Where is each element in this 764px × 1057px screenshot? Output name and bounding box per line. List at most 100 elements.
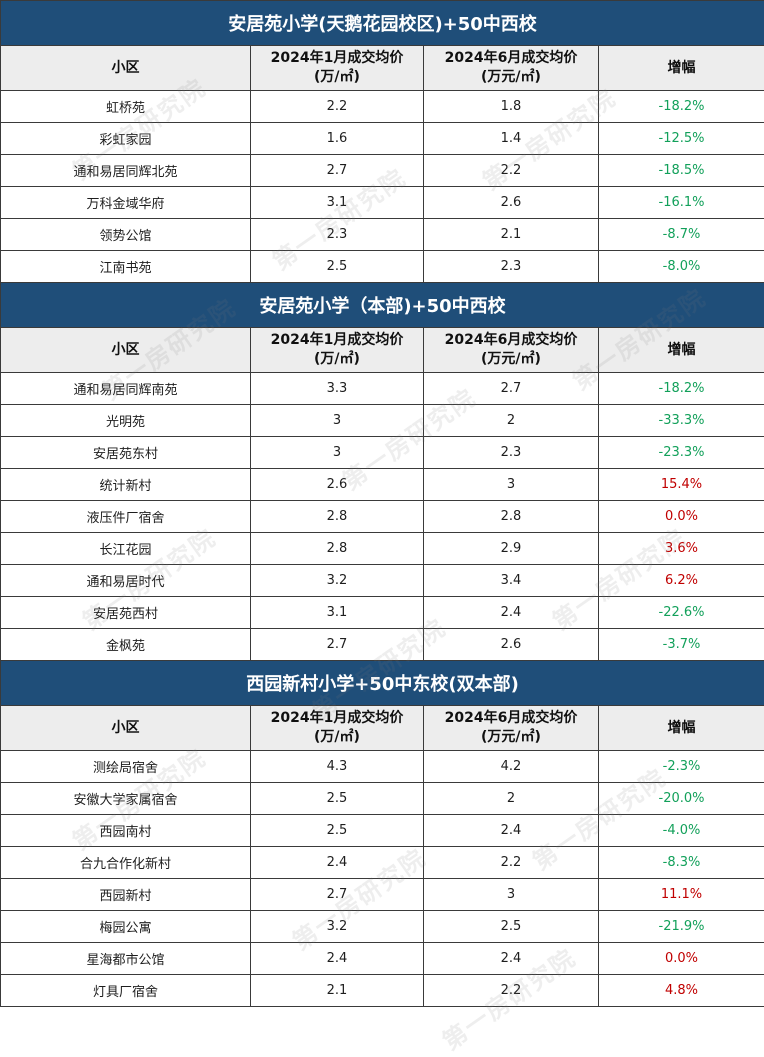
jan-price: 2.4 bbox=[251, 943, 424, 975]
jan-price: 4.3 bbox=[251, 751, 424, 783]
header-jun-line1: 2024年6月成交均价 bbox=[424, 331, 598, 350]
community-name: 通和易居同辉北苑 bbox=[1, 155, 251, 187]
community-name: 测绘局宿舍 bbox=[1, 751, 251, 783]
jun-price: 2.5 bbox=[424, 911, 599, 943]
change-rate: -18.5% bbox=[599, 155, 764, 187]
change-rate: 6.2% bbox=[599, 565, 764, 597]
section-title: 安居苑小学（本部)+50中西校 bbox=[1, 283, 764, 328]
community-name: 安徽大学家属宿舍 bbox=[1, 783, 251, 815]
jan-price: 2.7 bbox=[251, 629, 424, 661]
jun-price: 3 bbox=[424, 469, 599, 501]
jan-price: 2.1 bbox=[251, 975, 424, 1007]
community-name: 通和易居时代 bbox=[1, 565, 251, 597]
community-name: 江南书苑 bbox=[1, 251, 251, 283]
header-jun-price: 2024年6月成交均价(万元/㎡) bbox=[424, 706, 599, 751]
jun-price: 2.8 bbox=[424, 501, 599, 533]
community-name: 梅园公寓 bbox=[1, 911, 251, 943]
header-change: 增幅 bbox=[599, 46, 764, 91]
section-title-row: 西园新村小学+50中东校(双本部) bbox=[1, 661, 764, 706]
header-community: 小区 bbox=[1, 706, 251, 751]
change-rate: -2.3% bbox=[599, 751, 764, 783]
community-name: 西园南村 bbox=[1, 815, 251, 847]
header-jun-line1: 2024年6月成交均价 bbox=[424, 709, 598, 728]
change-rate: -8.7% bbox=[599, 219, 764, 251]
jun-price: 2.3 bbox=[424, 251, 599, 283]
change-rate: 0.0% bbox=[599, 943, 764, 975]
header-jan-price: 2024年1月成交均价(万/㎡) bbox=[251, 706, 424, 751]
change-rate: -8.0% bbox=[599, 251, 764, 283]
jun-price: 2.1 bbox=[424, 219, 599, 251]
jun-price: 1.8 bbox=[424, 91, 599, 123]
jan-price: 2.2 bbox=[251, 91, 424, 123]
jun-price: 2.4 bbox=[424, 943, 599, 975]
jun-price: 4.2 bbox=[424, 751, 599, 783]
community-name: 虹桥苑 bbox=[1, 91, 251, 123]
community-name: 合九合作化新村 bbox=[1, 847, 251, 879]
header-jan-line1: 2024年1月成交均价 bbox=[251, 709, 423, 728]
jun-price: 3 bbox=[424, 879, 599, 911]
jan-price: 2.5 bbox=[251, 251, 424, 283]
change-rate: -22.6% bbox=[599, 597, 764, 629]
jan-price: 2.8 bbox=[251, 533, 424, 565]
jun-price: 2 bbox=[424, 405, 599, 437]
change-rate: -20.0% bbox=[599, 783, 764, 815]
jan-price: 2.4 bbox=[251, 847, 424, 879]
jan-price: 3 bbox=[251, 405, 424, 437]
section-title: 西园新村小学+50中东校(双本部) bbox=[1, 661, 764, 706]
community-name: 光明苑 bbox=[1, 405, 251, 437]
jun-price: 2.4 bbox=[424, 597, 599, 629]
community-name: 领势公馆 bbox=[1, 219, 251, 251]
jan-price: 3.1 bbox=[251, 597, 424, 629]
jan-price: 3.3 bbox=[251, 373, 424, 405]
jan-price: 1.6 bbox=[251, 123, 424, 155]
jun-price: 2.6 bbox=[424, 187, 599, 219]
jan-price: 2.5 bbox=[251, 783, 424, 815]
header-jan-price: 2024年1月成交均价(万/㎡) bbox=[251, 328, 424, 373]
header-jun-price: 2024年6月成交均价(万元/㎡) bbox=[424, 46, 599, 91]
jan-price: 3.1 bbox=[251, 187, 424, 219]
jan-price: 2.6 bbox=[251, 469, 424, 501]
header-jan-line1: 2024年1月成交均价 bbox=[251, 49, 423, 68]
header-jun-line2: (万元/㎡) bbox=[424, 350, 598, 369]
jun-price: 2.3 bbox=[424, 437, 599, 469]
community-name: 通和易居同辉南苑 bbox=[1, 373, 251, 405]
jan-price: 2.5 bbox=[251, 815, 424, 847]
header-community: 小区 bbox=[1, 46, 251, 91]
change-rate: 3.6% bbox=[599, 533, 764, 565]
header-change: 增幅 bbox=[599, 328, 764, 373]
header-jan-line1: 2024年1月成交均价 bbox=[251, 331, 423, 350]
jun-price: 2.2 bbox=[424, 847, 599, 879]
jan-price: 3 bbox=[251, 437, 424, 469]
header-jan-line2: (万/㎡) bbox=[251, 68, 423, 87]
change-rate: -18.2% bbox=[599, 373, 764, 405]
jan-price: 2.3 bbox=[251, 219, 424, 251]
header-jun-line2: (万元/㎡) bbox=[424, 728, 598, 747]
community-name: 安居苑西村 bbox=[1, 597, 251, 629]
change-rate: -12.5% bbox=[599, 123, 764, 155]
change-rate: -3.7% bbox=[599, 629, 764, 661]
community-name: 长江花园 bbox=[1, 533, 251, 565]
jan-price: 2.7 bbox=[251, 879, 424, 911]
header-jan-line2: (万/㎡) bbox=[251, 350, 423, 369]
